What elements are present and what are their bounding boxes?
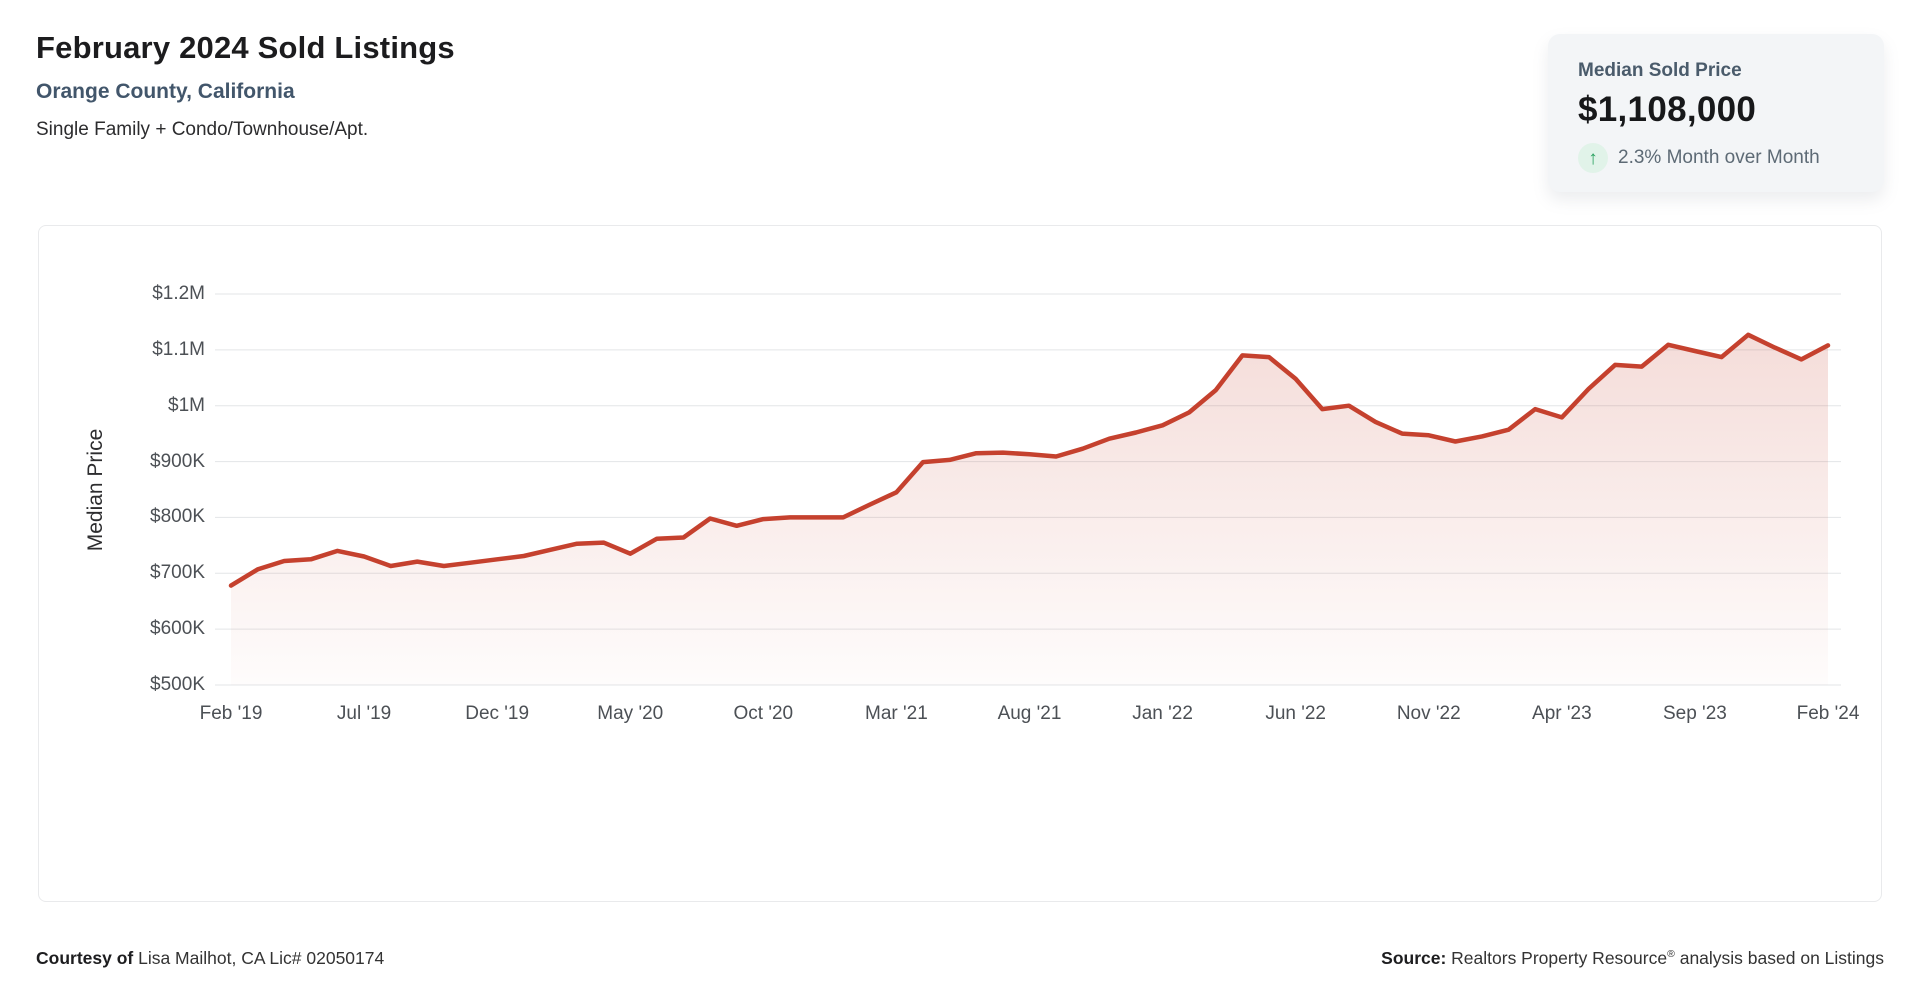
x-tick-label: Jun '22 xyxy=(1265,703,1326,724)
footer-courtesy: Courtesy of Lisa Mailhot, CA Lic# 020501… xyxy=(36,948,384,969)
y-tick-label: $1.2M xyxy=(152,283,205,304)
footer-source-name: Realtors Property Resource xyxy=(1446,948,1668,968)
x-tick-label: Feb '24 xyxy=(1796,703,1860,724)
price-history-chart xyxy=(215,293,1841,686)
arrow-up-glyph: ↑ xyxy=(1588,147,1598,169)
y-tick-label: $800K xyxy=(150,506,205,528)
median-sold-price-card: Median Sold Price $1,108,000 ↑ 2.3% Mont… xyxy=(1548,34,1884,192)
x-tick-label: Apr '23 xyxy=(1532,703,1592,724)
x-tick-label: Nov '22 xyxy=(1396,703,1461,724)
y-tick-label: $1.1M xyxy=(152,338,205,360)
price-area xyxy=(231,334,1828,685)
footer-source: Source: Realtors Property Resource® anal… xyxy=(1381,948,1884,969)
x-tick-label: Aug '21 xyxy=(997,703,1062,724)
x-tick-label: Jan '22 xyxy=(1132,703,1193,724)
x-tick-label: Feb '19 xyxy=(199,703,263,724)
x-tick-label: Dec '19 xyxy=(465,703,530,724)
footer-courtesy-text: Lisa Mailhot, CA Lic# 02050174 xyxy=(133,948,385,968)
arrow-up-icon: ↑ xyxy=(1578,143,1608,173)
x-tick-label: Sep '23 xyxy=(1662,703,1727,724)
y-tick-label: $500K xyxy=(150,674,205,695)
price-line xyxy=(228,332,1831,588)
property-types-label: Single Family + Condo/Townhouse/Apt. xyxy=(36,119,369,140)
footer-source-bold: Source: xyxy=(1381,948,1447,968)
footer: Courtesy of Lisa Mailhot, CA Lic# 020501… xyxy=(36,948,1884,969)
page-subtitle: Orange County, California xyxy=(36,80,295,103)
stat-trend-row: ↑ 2.3% Month over Month xyxy=(1578,143,1854,173)
stat-label: Median Sold Price xyxy=(1578,60,1742,81)
page-title: February 2024 Sold Listings xyxy=(36,30,455,65)
chart-card: Median Price $500K $600K $700K $800K $900K $1… xyxy=(38,225,1882,902)
x-tick-label: Jul '19 xyxy=(336,703,392,724)
y-tick-label: $900K xyxy=(150,450,205,472)
x-tick-label: Oct '20 xyxy=(733,703,794,724)
registered-mark: ® xyxy=(1667,948,1675,961)
trend-text: 2.3% Month over Month xyxy=(1618,147,1820,168)
y-tick-label: $1M xyxy=(168,394,205,416)
footer-source-text: analysis based on Listings xyxy=(1674,948,1884,968)
stat-value: $1,108,000 xyxy=(1578,90,1757,129)
chart-area: Median Price $500K $600K $700K $800K $900K $1… xyxy=(39,226,1881,901)
y-axis-title: Median Price xyxy=(84,428,107,552)
x-tick-label: May '20 xyxy=(597,703,664,724)
y-tick-label: $600K xyxy=(150,618,205,640)
footer-courtesy-bold: Courtesy of xyxy=(36,948,134,968)
y-tick-label: $700K xyxy=(150,562,205,584)
x-tick-label: Mar '21 xyxy=(865,703,928,724)
header: February 2024 Sold Listings Orange Count… xyxy=(36,30,455,141)
